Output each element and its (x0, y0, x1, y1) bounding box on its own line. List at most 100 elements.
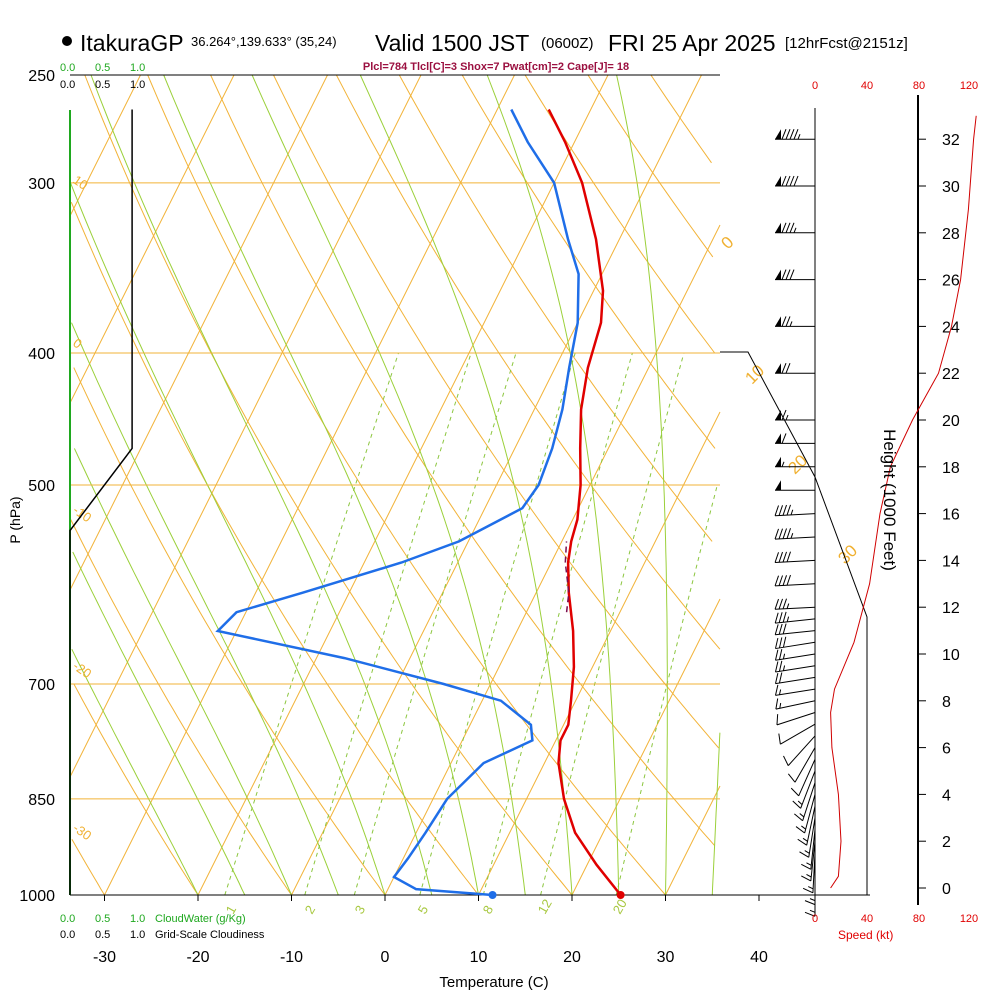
mixing-ratio-line (482, 352, 633, 896)
wind-barb-flag (778, 672, 783, 684)
wind-barb-flag (778, 598, 783, 610)
wind-barb-staff (775, 583, 816, 587)
wind-barb-shaft (797, 805, 816, 846)
wind-barb-icon (774, 598, 816, 610)
wind-barb-flag (793, 175, 799, 187)
dry-adiabat-line (70, 202, 479, 896)
wind-barb-flag (782, 623, 787, 635)
wind-barb-icon (775, 480, 815, 491)
cloudwater-tick-top-2: 1.0 (130, 62, 145, 74)
wind-barb-flag (776, 714, 779, 725)
cloudiness-tick-bottom-1: 0.5 (95, 929, 110, 941)
wind-barb-flag (781, 363, 787, 374)
speed-tick-bottom-2: 80 (913, 913, 925, 925)
dry-adiabat-line (70, 519, 292, 896)
wind-barb-flag (785, 316, 791, 327)
moist-adiabat-line (72, 551, 246, 896)
wind-barb-flag (775, 673, 779, 684)
wind-barb-staff (775, 653, 816, 661)
wind-barb-icon (775, 684, 816, 696)
height-tick-label: 12 (942, 600, 960, 617)
wind-barb-staff (794, 747, 816, 783)
valid-time-utc: (0600Z) (541, 35, 594, 52)
height-tick-label: 8 (942, 694, 951, 711)
isotherm-line (69, 74, 422, 778)
pressure-tick-label: 700 (28, 677, 55, 694)
height-tick-label: 26 (942, 273, 960, 290)
mixing-ratio-line (304, 352, 472, 896)
wind-barb-icon (775, 456, 815, 468)
wind-barb-shaft (775, 269, 815, 281)
wind-barb-staff (775, 676, 816, 685)
isotherm-line (69, 74, 141, 217)
wind-barb-shaft (775, 222, 815, 234)
wind-barb-icon (775, 363, 815, 374)
wind-barb-flag (782, 636, 787, 648)
wind-barb-shaft (775, 649, 816, 661)
surface-temperature-dot (616, 891, 625, 899)
height-tick-label: 4 (942, 787, 951, 804)
wind-barb-flag (774, 552, 779, 563)
wind-barb-icon (775, 269, 815, 281)
wind-barb-pennant (775, 363, 781, 374)
wind-barb-flag (781, 409, 787, 421)
wind-barb-half-flag (806, 862, 812, 866)
wind-barb-pennant (775, 269, 781, 280)
wind-speed-line (830, 115, 977, 889)
height-axis-title: Height (1000 Feet) (880, 429, 899, 571)
dry-adiabat-line (84, 74, 573, 896)
cloudiness-tick-bottom-2: 1.0 (130, 929, 145, 941)
wind-barb-flag (782, 504, 787, 516)
wind-barb-shaft (775, 129, 815, 140)
isotherm-line (69, 74, 235, 404)
wind-barb-flag (778, 649, 783, 660)
wind-barb-icon (775, 698, 816, 710)
wind-barb-flag (789, 222, 795, 233)
wind-barb-flag (794, 813, 803, 822)
speed-tick-bottom-0: 0 (812, 913, 818, 925)
wind-barb-icon (775, 433, 815, 444)
wind-barb-flag (783, 755, 789, 766)
isotherm-line (478, 411, 721, 896)
wind-barb-flag (778, 660, 783, 672)
speed-tick-bottom-3: 120 (960, 913, 978, 925)
height-tick-label: 20 (942, 413, 960, 430)
wind-barb-half-flag (802, 837, 808, 842)
height-tick-label: 0 (942, 881, 951, 898)
isotherm-line (384, 224, 721, 896)
wind-barb-staff (787, 735, 816, 766)
dry-adiabat-line (398, 74, 713, 542)
wind-barb-flag (804, 911, 816, 917)
wind-barb-flag (778, 505, 783, 516)
wind-barb-half-flag (786, 616, 790, 622)
valid-time: Valid 1500 JST (375, 30, 529, 56)
moist-adiabat-line (711, 732, 721, 896)
wind-barb-shaft (795, 794, 816, 834)
cloudwater-label: CloudWater (g/Kg) (155, 913, 246, 925)
wind-barb-staff (775, 618, 816, 624)
wind-barb-icon (775, 316, 815, 327)
wind-barb-icon (801, 841, 816, 882)
wind-barb-half-flag (806, 874, 812, 878)
wind-barb-icon (774, 623, 816, 636)
wind-barb-flag (775, 637, 779, 649)
height-tick-label: 6 (942, 741, 951, 758)
moist-adiabat-line (251, 74, 526, 896)
wind-barb-icon (794, 782, 816, 822)
mixing-ratio-label: 12 (535, 896, 555, 916)
wind-barb-half-flag (778, 689, 782, 695)
wind-barb-pennant (775, 176, 781, 186)
dry-adiabat-line (335, 74, 721, 650)
wind-barb-flag (792, 800, 802, 809)
height-tick-label: 28 (942, 226, 960, 243)
wind-barb-half-flag (797, 134, 801, 140)
wind-barb-flag (790, 787, 800, 797)
wind-barb-flag (797, 838, 807, 846)
wind-barb-flag (786, 528, 791, 539)
pressure-tick-label: 400 (28, 346, 55, 363)
sounding-profiles (69, 108, 625, 899)
station-coords: 36.264°,139.633° (35,24) (191, 34, 337, 49)
wind-barb-flag (774, 612, 779, 624)
